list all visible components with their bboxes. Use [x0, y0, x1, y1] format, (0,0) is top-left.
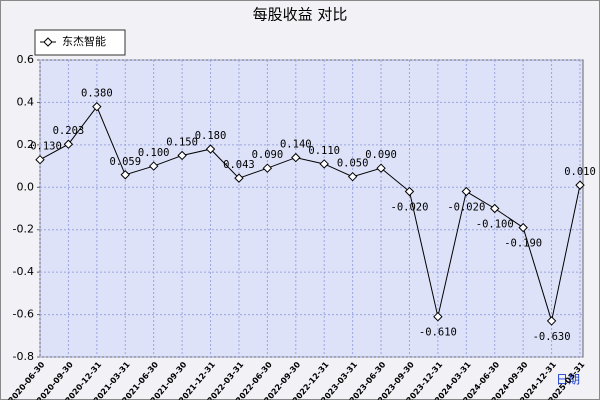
value-label: -0.100	[476, 219, 514, 231]
value-label: 0.180	[195, 130, 227, 142]
marker	[404, 186, 415, 197]
value-label: 0.090	[252, 149, 284, 161]
marker	[63, 139, 74, 149]
value-label: 0.130	[30, 141, 62, 153]
marker	[291, 152, 301, 163]
value-label: 0.010	[564, 166, 596, 178]
marker	[575, 180, 585, 190]
marker	[546, 316, 557, 326]
marker	[376, 163, 386, 173]
marker	[347, 171, 358, 182]
marker	[433, 311, 443, 322]
value-label: -0.020	[391, 202, 429, 214]
value-label: 0.380	[81, 88, 113, 100]
value-label: -0.630	[533, 331, 571, 343]
chart-title: 每股收益 对比	[253, 6, 348, 24]
marker	[92, 101, 102, 112]
y-tick-label: 0.2	[17, 138, 35, 151]
value-label: 0.140	[280, 139, 312, 151]
y-tick-label: -0.6	[13, 308, 34, 321]
value-label: 0.059	[109, 156, 141, 168]
y-tick-label: -0.2	[13, 223, 34, 236]
marker	[120, 170, 130, 180]
marker	[262, 163, 273, 173]
y-tick-label: -0.8	[13, 350, 34, 363]
marker	[461, 186, 472, 197]
y-tick-label: -0.4	[13, 265, 34, 278]
marker	[234, 173, 244, 183]
legend-label: 东杰智能	[62, 34, 106, 48]
marker	[148, 161, 159, 171]
y-tick-label: 0.4	[17, 95, 35, 108]
value-label: 0.150	[166, 136, 198, 148]
value-label: 0.050	[337, 158, 369, 170]
value-label: -0.020	[447, 202, 485, 214]
value-label: 0.043	[223, 159, 255, 171]
legend-marker	[43, 37, 53, 47]
value-label: 0.100	[138, 147, 170, 159]
marker	[177, 150, 187, 161]
value-label: 0.203	[53, 125, 85, 137]
value-label: -0.610	[419, 327, 457, 339]
value-label: 0.110	[308, 145, 340, 157]
series-line	[39, 105, 581, 322]
marker	[35, 154, 45, 165]
y-tick-label: 0.0	[17, 180, 35, 193]
y-tick-label: 0.6	[17, 53, 35, 66]
value-label: -0.190	[504, 238, 542, 250]
plot-area	[39, 59, 584, 358]
marker	[490, 203, 500, 214]
value-label: 0.090	[365, 149, 397, 161]
marker	[205, 144, 216, 154]
marker	[319, 159, 329, 169]
marker	[518, 222, 528, 233]
x-axis-label: 日期	[556, 373, 580, 387]
